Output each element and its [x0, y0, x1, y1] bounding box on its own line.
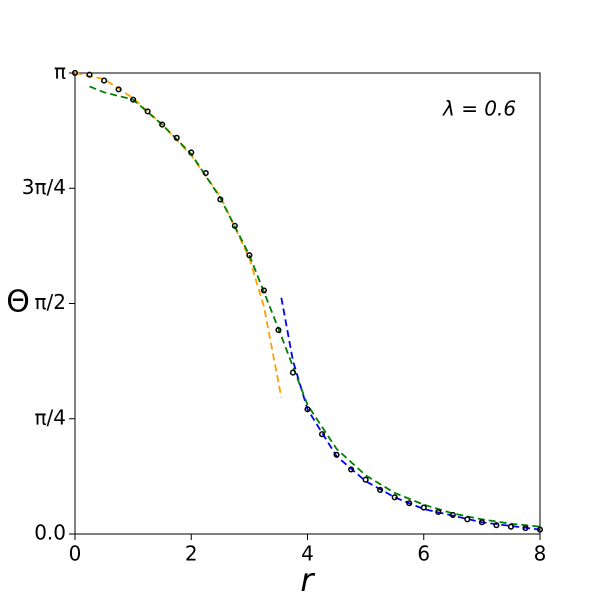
- x-tick-label: 2: [185, 542, 198, 566]
- y-axis-label: Θ: [6, 285, 30, 320]
- data-point: [71, 69, 79, 76]
- data-point: [318, 431, 326, 438]
- data-point: [449, 511, 456, 518]
- curve: [89, 85, 541, 528]
- data-point: [289, 369, 297, 376]
- data-point: [348, 466, 355, 473]
- data-point: [362, 476, 369, 483]
- data-point: [464, 516, 471, 523]
- data-point: [217, 196, 224, 203]
- data-point: [304, 406, 311, 413]
- data-point: [435, 508, 442, 516]
- data-point: [536, 526, 544, 533]
- data-point: [86, 71, 93, 78]
- x-tick-label: 4: [301, 542, 314, 566]
- data-point: [275, 326, 282, 334]
- data-point: [420, 504, 427, 511]
- data-point: [522, 525, 529, 532]
- data-point: [260, 287, 267, 294]
- y-tick-label: 3π/4: [22, 175, 66, 199]
- plot-frame: [74, 72, 541, 535]
- curve: [280, 297, 541, 531]
- x-tick-label: 0: [69, 542, 82, 566]
- data-point: [202, 169, 209, 177]
- data-point: [246, 252, 253, 259]
- data-point: [188, 149, 195, 156]
- data-point: [115, 86, 122, 93]
- data-point: [173, 134, 180, 141]
- data-point: [159, 121, 166, 128]
- data-point: [130, 96, 137, 103]
- y-tick-label: 0.0: [34, 521, 66, 545]
- y-tick-label: π/2: [34, 290, 66, 314]
- x-tick-label: 8: [534, 542, 547, 566]
- data-point: [144, 108, 151, 115]
- y-tick-label: π: [54, 60, 66, 84]
- data-point: [478, 519, 485, 526]
- data-point: [377, 486, 384, 494]
- data-point: [101, 77, 108, 84]
- y-tick-label: π/4: [34, 405, 66, 429]
- x-axis-label: r: [300, 561, 315, 599]
- x-tick-label: 6: [417, 542, 430, 566]
- data-point: [391, 494, 398, 501]
- curve: [74, 72, 283, 398]
- data-point: [507, 523, 514, 530]
- data-point: [333, 451, 340, 458]
- data-point: [231, 222, 238, 229]
- annotation: λ = 0.6: [442, 97, 516, 121]
- data-point: [406, 500, 413, 507]
- data-point: [493, 522, 500, 529]
